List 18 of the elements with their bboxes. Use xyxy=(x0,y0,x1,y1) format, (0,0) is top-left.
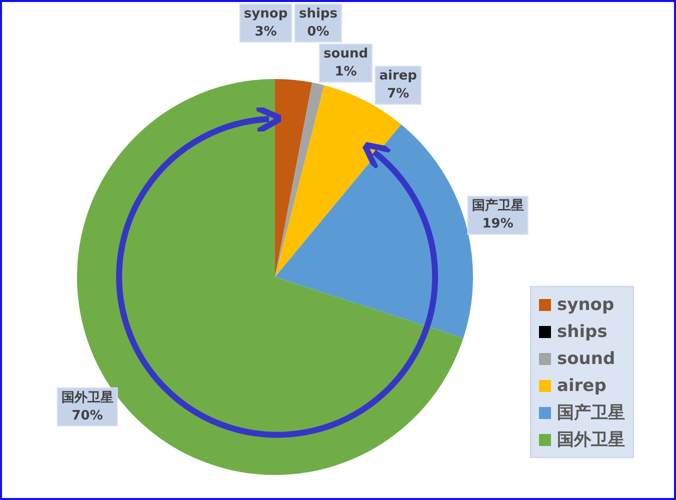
legend-label: synop xyxy=(557,294,614,314)
data-label: 19% xyxy=(482,216,514,232)
legend-label: ships xyxy=(557,322,608,342)
legend-label: airep xyxy=(557,376,606,396)
text: 0% xyxy=(307,24,330,40)
data-label: 7% xyxy=(387,86,410,102)
data-label: 3% xyxy=(254,24,277,40)
legend-label: 国产卫星 xyxy=(557,402,625,424)
category-label: ships xyxy=(298,6,338,22)
data-label: 1% xyxy=(334,64,357,80)
legend-label: sound xyxy=(557,348,616,368)
slice-label: 国外卫星 xyxy=(61,390,114,406)
slice-label: airep xyxy=(379,68,417,84)
data-label: 70% xyxy=(72,408,103,424)
legend-label: 国外卫星 xyxy=(557,429,625,451)
slice-label: sound xyxy=(324,46,368,62)
slice-label: synop xyxy=(244,6,288,22)
slice-label: 国产卫星 xyxy=(472,198,524,214)
